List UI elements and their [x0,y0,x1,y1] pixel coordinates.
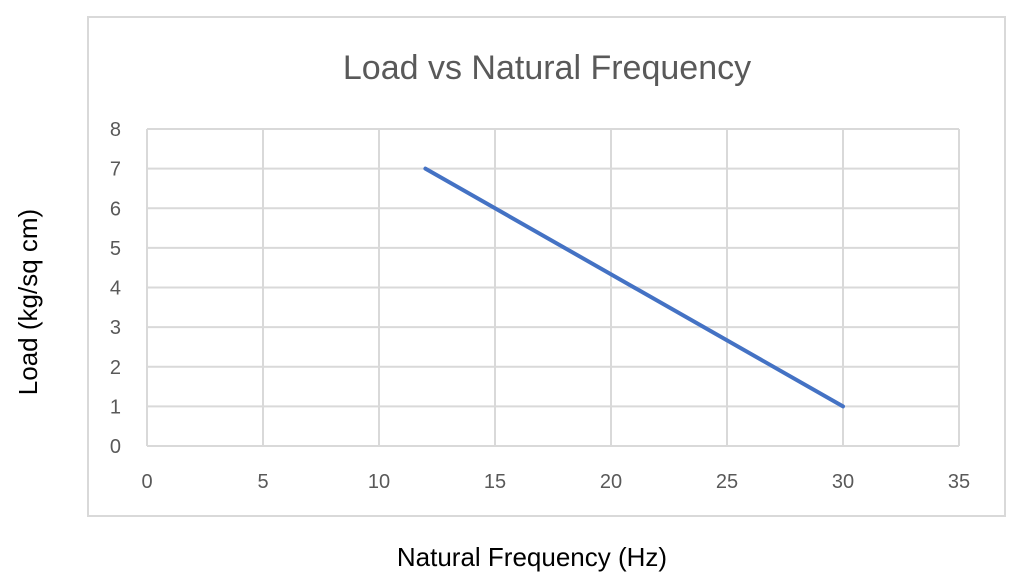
y-axis-title: Load (kg/sq cm) [13,209,43,395]
chart-area-frame [87,16,1006,517]
x-tick-label: 0 [141,471,152,493]
y-tick-label: 7 [110,159,121,181]
x-tick-label: 20 [600,471,622,493]
y-tick-label: 4 [110,278,121,300]
plot-series [423,166,845,409]
y-tick-label: 3 [110,317,121,339]
x-tick-label: 15 [484,471,506,493]
x-tick-label: 35 [948,471,970,493]
y-tick-label: 0 [110,436,121,458]
y-tick-label: 8 [110,119,121,141]
y-tick-label: 2 [110,357,121,379]
x-tick-label: 10 [368,471,390,493]
y-tick-label: 6 [110,198,121,220]
gridlines [146,128,960,447]
x-tick-label: 25 [716,471,738,493]
x-axis-title: Natural Frequency (Hz) [397,542,667,572]
series-line [423,166,845,409]
x-axis-ticks: 0 5 10 15 20 25 30 35 [141,471,970,493]
y-tick-label: 1 [110,396,121,418]
y-axis-ticks: 0 1 2 3 4 5 6 7 8 [110,119,121,458]
x-tick-label: 5 [257,471,268,493]
chart-title: Load vs Natural Frequency [343,49,751,87]
y-tick-label: 5 [110,238,121,260]
x-tick-label: 30 [832,471,854,493]
